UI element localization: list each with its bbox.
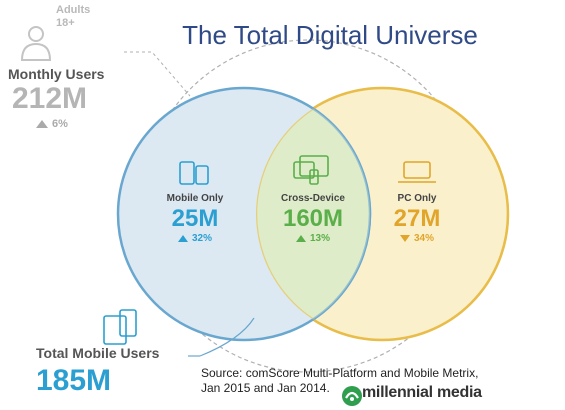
- cross-change-value: 13%: [309, 233, 330, 244]
- source-line2: Jan 2015 and Jan 2014.: [201, 381, 330, 395]
- monthly-users-value: 212M: [12, 82, 88, 115]
- source-line1: Source: comScore Multi-Platform and Mobi…: [201, 366, 479, 380]
- cross-device-label: Cross-Device: [281, 193, 345, 204]
- laptop-icon: [398, 161, 436, 183]
- adult-person-icon: [20, 26, 52, 61]
- pc-only-value: 27M: [393, 205, 441, 232]
- adults-line1: Adults: [56, 4, 91, 16]
- up-arrow-icon: [177, 234, 188, 242]
- monthly-connector: [124, 51, 191, 97]
- pc-change-value: 34%: [413, 233, 434, 244]
- adults-line2: 18+: [56, 17, 75, 29]
- millennial-media-logo: [342, 386, 362, 406]
- mobile-only-value: 25M: [171, 205, 219, 232]
- monthly-users-change: 6%: [36, 118, 68, 130]
- monthly-users-label: Monthly Users: [8, 66, 105, 82]
- page-title: The Total Digital Universe: [182, 20, 478, 50]
- mobile-devices-icon: [179, 161, 209, 185]
- up-arrow-icon: [295, 234, 306, 242]
- total-mobile-users-value: 185M: [36, 364, 112, 397]
- mobile-only-change: 32%: [150, 233, 240, 244]
- up-arrow-icon: [36, 120, 48, 129]
- adults-label: Adults 18+: [56, 4, 96, 30]
- mobile-only-label: Mobile Only: [166, 193, 224, 204]
- pc-only-label: PC Only: [397, 193, 437, 204]
- mobile-tablet-icon: [103, 309, 137, 345]
- cross-device-icon: [293, 155, 329, 185]
- total-mobile-users-label: Total Mobile Users: [36, 345, 160, 361]
- brand-name: millennial media: [362, 384, 482, 401]
- pc-only-change: 34%: [372, 233, 462, 244]
- source-note: Source: comScore Multi-Platform and Mobi…: [201, 366, 478, 396]
- mobile-change-value: 32%: [191, 233, 212, 244]
- monthly-change-value: 6%: [52, 118, 68, 130]
- cross-device-change: 13%: [268, 233, 358, 244]
- down-arrow-icon: [399, 234, 410, 242]
- cross-device-value: 160M: [282, 205, 344, 232]
- cross-device-overlap: [256, 88, 370, 340]
